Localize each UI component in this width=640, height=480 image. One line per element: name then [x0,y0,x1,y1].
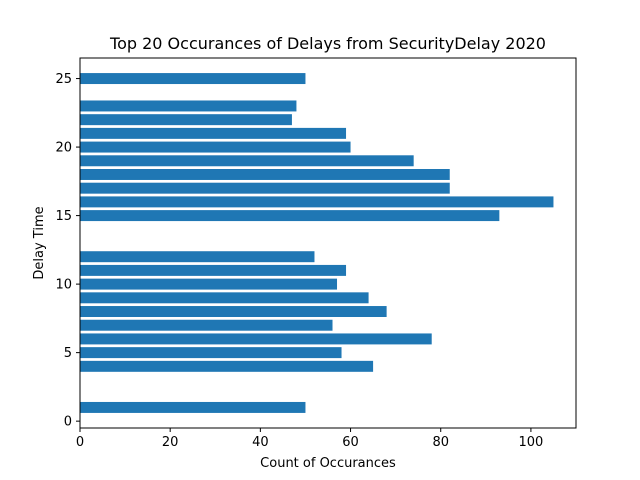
y-tick-label: 25 [55,72,72,87]
bar-delay-15 [80,210,500,222]
bar-delay-21 [80,127,347,139]
x-axis-label: Count of Occurances [260,456,396,471]
x-tick-label: 40 [252,435,269,450]
bar-delay-7 [80,319,333,331]
bar-delay-11 [80,264,347,276]
chart-title: Top 20 Occurances of Delays from Securit… [109,34,546,53]
bar-delay-4 [80,360,374,372]
y-axis-label: Delay Time [32,206,47,279]
bar-delay-22 [80,114,292,126]
bar-delay-9 [80,292,369,304]
plot-frame [79,57,577,429]
bar-delay-8 [80,306,387,317]
y-tick-label: 0 [64,415,72,430]
bar-delay-19 [80,155,414,167]
x-tick-label: 100 [518,435,543,450]
bar-delay-10 [80,278,338,290]
y-tick-label: 5 [64,346,72,361]
y-tick-label: 10 [55,278,72,293]
x-tick-label: 20 [162,435,179,450]
x-tick-label: 80 [432,435,449,450]
bar-delay-23 [80,100,297,112]
bar-delay-18 [80,169,450,180]
bar-delay-16 [80,196,554,208]
y-axis-ticks: 0 5 10 15 20 25 [55,72,80,430]
bar-delay-20 [80,141,351,153]
bar-delay-25 [80,73,306,85]
x-tick-label: 60 [342,435,359,450]
x-axis-ticks: 0 20 40 60 80 100 [76,428,543,450]
bar-delay-12 [80,251,315,263]
bar-delay-6 [80,333,432,345]
x-tick-label: 0 [76,435,84,450]
bar-delay-1 [80,401,306,413]
y-tick-label: 20 [55,141,72,156]
bar-delay-5 [80,347,342,359]
bars-group [80,73,554,413]
y-tick-label: 15 [55,209,72,224]
bar-delay-17 [80,182,450,194]
